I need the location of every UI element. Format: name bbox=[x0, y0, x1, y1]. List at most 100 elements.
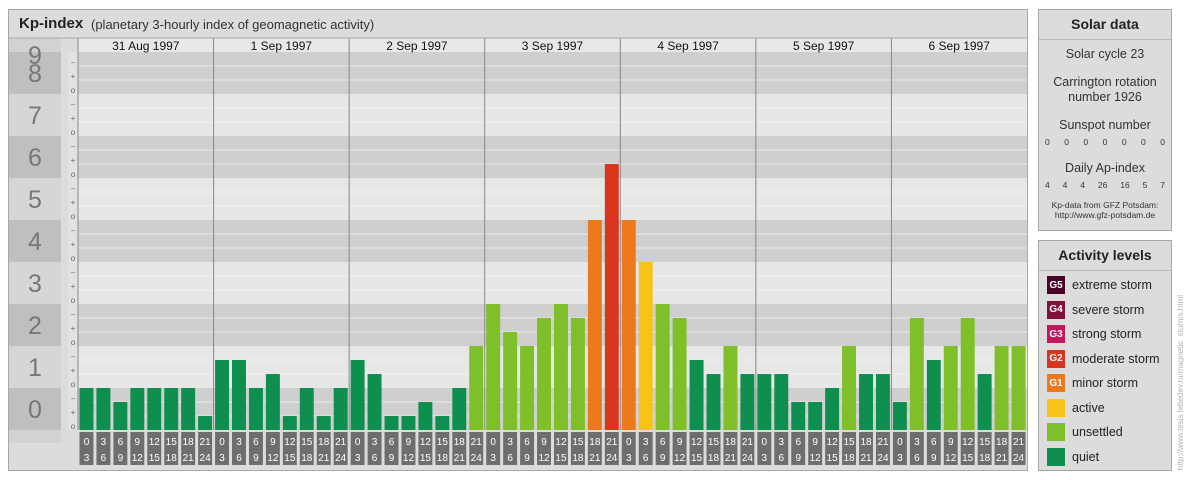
kp-bar bbox=[672, 317, 687, 430]
hour-label-start: 15 bbox=[979, 437, 991, 448]
hour-label-box bbox=[350, 432, 365, 465]
hour-label-start: 6 bbox=[524, 437, 530, 448]
hour-label-box bbox=[706, 432, 721, 465]
hour-label-start: 0 bbox=[762, 437, 768, 448]
activity-levels-panel: Activity levels G5 extreme storm G4 severe … bbox=[1038, 240, 1172, 471]
hour-label-start: 12 bbox=[827, 437, 839, 448]
hour-label-box bbox=[452, 432, 467, 465]
minor-tick-label: + bbox=[71, 198, 76, 207]
day-label: 31 Aug 1997 bbox=[112, 39, 180, 53]
kp-bar bbox=[1011, 346, 1026, 430]
hour-label-start: 0 bbox=[490, 437, 496, 448]
legend-swatch: G4 bbox=[1047, 300, 1065, 319]
hour-label-start: 21 bbox=[471, 437, 483, 448]
hour-label-end: 12 bbox=[810, 453, 822, 464]
y-tick-label: 4 bbox=[28, 228, 42, 256]
minor-tick-label: o bbox=[71, 254, 76, 263]
sunspot-label: Sunspot number bbox=[1059, 118, 1151, 132]
hour-label-end: 15 bbox=[691, 453, 703, 464]
sunspot-value: 0 bbox=[1121, 137, 1127, 147]
hour-label-end: 6 bbox=[372, 453, 378, 464]
chart-band bbox=[78, 136, 1027, 178]
hour-label-end: 9 bbox=[795, 453, 801, 464]
hour-label-box bbox=[232, 432, 246, 465]
minor-tick-label: o bbox=[71, 380, 76, 389]
carrington-rotation-label: Carrington rotation bbox=[1053, 75, 1157, 89]
day-header-band bbox=[78, 38, 1027, 52]
hour-label-box bbox=[265, 432, 280, 465]
kp-bar bbox=[570, 317, 585, 430]
hour-label-end: 12 bbox=[538, 453, 550, 464]
hour-label-start: 18 bbox=[183, 437, 195, 448]
kp-bar bbox=[265, 374, 280, 430]
hour-label-start: 18 bbox=[860, 437, 872, 448]
minor-tick-label: – bbox=[71, 226, 76, 235]
hour-label-start: 21 bbox=[606, 437, 618, 448]
hour-label-end: 12 bbox=[945, 453, 957, 464]
sunspot-value: 0 bbox=[1102, 137, 1108, 147]
hour-label-start: 12 bbox=[962, 437, 974, 448]
legend-label: severe storm bbox=[1072, 302, 1145, 317]
kp-bar bbox=[774, 374, 789, 430]
hour-label-end: 15 bbox=[827, 453, 839, 464]
hour-label-start: 18 bbox=[318, 437, 330, 448]
kp-bar bbox=[994, 346, 1009, 430]
legend-item: G1 minor storm bbox=[1047, 373, 1138, 393]
hour-label-start: 3 bbox=[643, 437, 649, 448]
y-tick-label: 2 bbox=[28, 312, 42, 340]
sunspot-value: 0 bbox=[1045, 137, 1050, 147]
hour-label-box bbox=[418, 432, 433, 465]
minor-tick-label: – bbox=[71, 352, 76, 361]
hour-label-box bbox=[316, 432, 331, 465]
hour-label-box bbox=[757, 432, 772, 465]
hour-label-start: 21 bbox=[877, 437, 889, 448]
hour-label-end: 18 bbox=[708, 453, 720, 464]
kp-bar bbox=[723, 346, 738, 430]
minor-tick-label: + bbox=[71, 282, 76, 291]
day-label: 6 Sep 1997 bbox=[929, 39, 991, 53]
hour-label-start: 6 bbox=[389, 437, 395, 448]
hour-label-end: 21 bbox=[996, 453, 1008, 464]
legend-swatch: G1 bbox=[1047, 374, 1065, 392]
solar-cycle: Solar cycle 23 bbox=[1065, 47, 1145, 61]
minor-tick-label: + bbox=[71, 156, 76, 165]
kp-bar bbox=[96, 388, 111, 430]
hour-label-box bbox=[960, 432, 975, 465]
hour-label-end: 24 bbox=[742, 453, 754, 464]
hour-label-start: 9 bbox=[812, 437, 818, 448]
kp-bar bbox=[232, 359, 246, 430]
kp-bar bbox=[181, 388, 196, 430]
hour-label-box bbox=[621, 432, 636, 465]
legend-label: extreme storm bbox=[1072, 278, 1152, 292]
carrington-rotation-number: number 1926 bbox=[1068, 90, 1142, 104]
sunspot-value: 0 bbox=[1064, 137, 1069, 147]
kp-axis-band bbox=[9, 136, 61, 178]
kp-bar bbox=[316, 416, 331, 430]
minor-tick-label: + bbox=[71, 240, 76, 249]
hour-label-end: 21 bbox=[725, 453, 737, 464]
kp-bar bbox=[469, 346, 484, 430]
legend-item: G4 severe storm bbox=[1047, 300, 1144, 320]
kp-bar bbox=[757, 374, 772, 430]
hour-label-end: 18 bbox=[979, 453, 991, 464]
kp-bar bbox=[977, 374, 992, 430]
hour-label-end: 24 bbox=[877, 453, 889, 464]
hour-label-box bbox=[130, 432, 145, 465]
minor-tick-label: + bbox=[71, 324, 76, 333]
y-tick-label: 9 bbox=[28, 42, 42, 70]
hour-label-end: 15 bbox=[962, 453, 974, 464]
hour-label-start: 12 bbox=[284, 437, 296, 448]
hour-label-box bbox=[689, 432, 704, 465]
hour-label-box bbox=[859, 432, 873, 465]
hour-label-end: 21 bbox=[318, 453, 330, 464]
chart-band bbox=[78, 52, 1027, 94]
hour-label-end: 21 bbox=[860, 453, 872, 464]
hour-label-box bbox=[808, 432, 823, 465]
sunspot-values: 0 0 0 0 0 0 0 bbox=[1039, 137, 1171, 147]
hour-label-end: 12 bbox=[267, 453, 279, 464]
kp-axis-band bbox=[9, 346, 61, 388]
minor-tick-label: + bbox=[71, 72, 76, 81]
kp-bar bbox=[113, 401, 128, 430]
hour-label-end: 18 bbox=[844, 453, 856, 464]
hour-label-start: 6 bbox=[253, 437, 259, 448]
